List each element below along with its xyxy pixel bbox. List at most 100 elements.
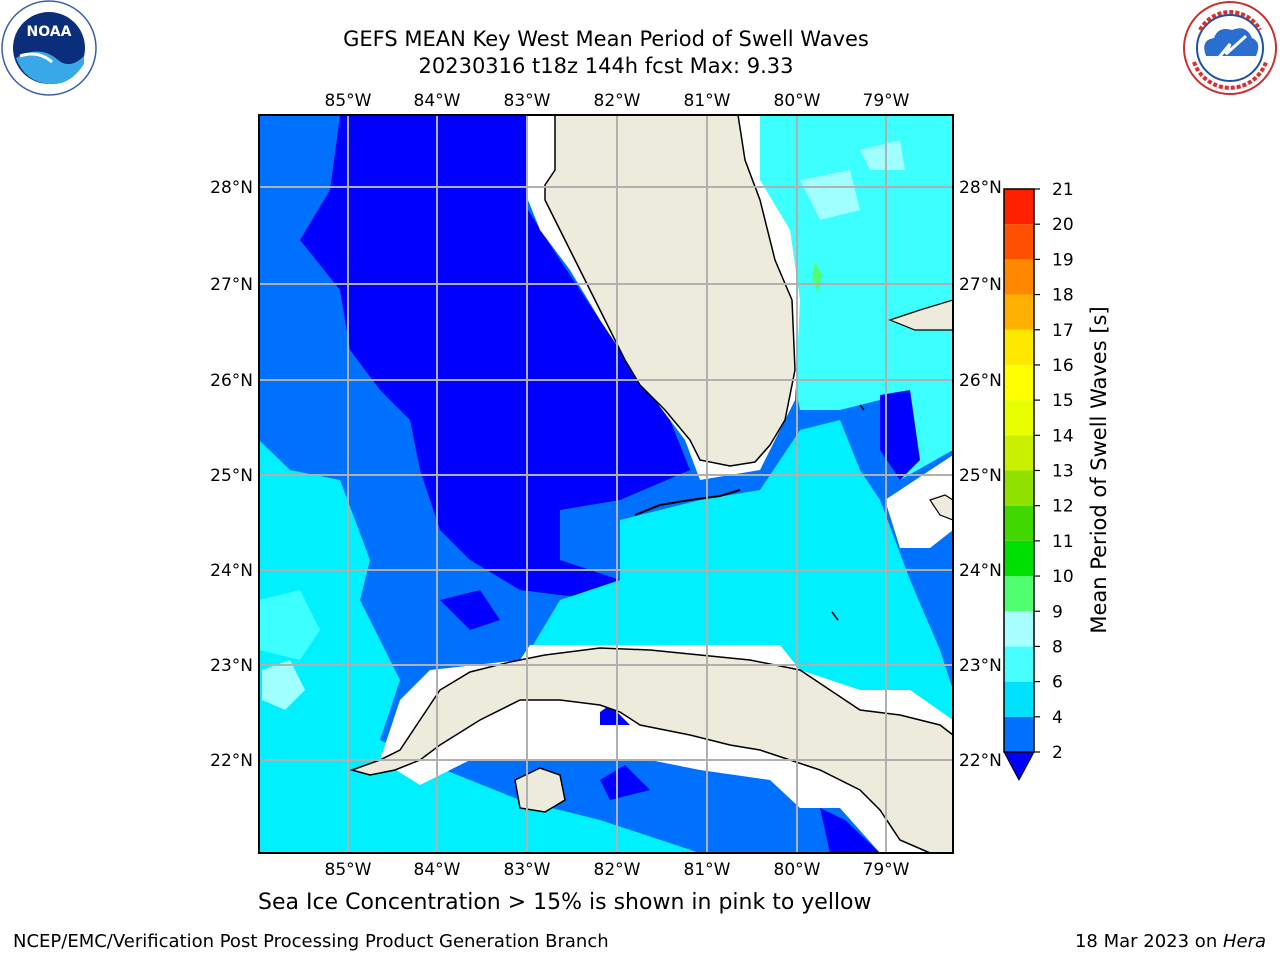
colorbar-swatch	[1004, 329, 1034, 365]
colorbar-swatch	[1004, 646, 1034, 682]
lat-label: 23°N	[959, 656, 1002, 676]
colorbar-under-arrow	[1003, 751, 1035, 782]
colorbar-swatch	[1004, 505, 1034, 541]
lat-label: 26°N	[210, 371, 253, 391]
colorbar-label: Mean Period of Swell Waves [s]	[1087, 306, 1111, 633]
contour-level-2-4-atlantic	[880, 390, 920, 480]
lon-label: 82°W	[594, 860, 641, 880]
colorbar-tick-label: 18	[1052, 286, 1074, 306]
lat-labels-left: 28°N 27°N 26°N 25°N 24°N 23°N 22°N	[210, 178, 253, 771]
colorbar-swatch	[1004, 189, 1034, 225]
contour-level-2-4-gulf	[300, 115, 690, 600]
contour-level-4-6-west	[259, 440, 700, 853]
colorbar-tick-label: 17	[1052, 321, 1074, 341]
no-data-bahamas-margin	[885, 455, 953, 548]
contour-level-8-9-north	[860, 140, 905, 170]
contour-level-4-6-straits	[530, 420, 953, 760]
colorbar-tick-label: 8	[1052, 637, 1063, 657]
colorbar-tick-label: 2	[1052, 743, 1063, 763]
colorbar-swatch	[1004, 576, 1034, 612]
lat-label: 23°N	[210, 656, 253, 676]
colorbar-tick-label: 10	[1052, 567, 1074, 587]
chart-title: GEFS MEAN Key West Mean Period of Swell …	[256, 26, 956, 80]
nws-logo	[1183, 1, 1277, 95]
colorbar: 2 4 6 8 9 10 11 12 13 14 15 16 17 18 19 20 21 Mean Perio…	[1003, 180, 1111, 782]
lon-label: 85°W	[325, 91, 372, 111]
colorbar-swatch	[1004, 259, 1034, 295]
colorbar-tick-label: 16	[1052, 356, 1074, 376]
lat-label: 24°N	[959, 561, 1002, 581]
colorbar-swatch	[1004, 611, 1034, 647]
contour-level-2-4-south-cuba	[600, 765, 650, 800]
graticule	[259, 115, 953, 853]
colorbar-tick-label: 12	[1052, 497, 1074, 517]
sea-ice-note: Sea Ice Concentration > 15% is shown in …	[258, 890, 872, 915]
florida-land	[544, 115, 796, 467]
lon-label: 85°W	[325, 860, 372, 880]
lat-label: 25°N	[959, 466, 1002, 486]
colorbar-tick-label: 20	[1052, 215, 1074, 235]
lon-labels-top: 85°W 84°W 83°W 82°W 81°W 80°W 79°W	[325, 91, 910, 111]
colorbar-tick-label: 15	[1052, 391, 1074, 411]
colorbar-tick-label: 14	[1052, 426, 1074, 446]
colorbar-swatch	[1004, 716, 1034, 752]
lat-label: 27°N	[210, 275, 253, 295]
contour-level-2-4-cuba-bay	[600, 705, 630, 725]
footer-date: 18 Mar 2023 on Hera	[1075, 931, 1266, 952]
lat-label: 28°N	[959, 178, 1002, 198]
lon-label: 83°W	[504, 91, 551, 111]
swell-period-field	[259, 115, 953, 853]
lat-label: 28°N	[210, 178, 253, 198]
lon-labels-bottom: 85°W 84°W 83°W 82°W 81°W 80°W 79°W	[325, 860, 910, 880]
lon-label: 81°W	[684, 860, 731, 880]
noaa-logo: NOAA	[1, 0, 97, 96]
title-line-1: GEFS MEAN Key West Mean Period of Swell …	[343, 27, 869, 51]
lon-label: 80°W	[774, 91, 821, 111]
small-islands	[831, 404, 865, 621]
grand-bahama-land	[888, 299, 953, 331]
lon-label: 79°W	[863, 91, 910, 111]
contour-level-2-4-patch	[440, 590, 500, 630]
lon-label: 84°W	[414, 860, 461, 880]
noaa-logo-text: NOAA	[27, 24, 72, 40]
colorbar-tick-label: 21	[1052, 180, 1074, 200]
contour-level-8-9-west	[262, 660, 305, 710]
contour-level-2-4-southeast	[820, 808, 880, 853]
lat-label: 27°N	[959, 275, 1002, 295]
lon-label: 80°W	[774, 860, 821, 880]
colorbar-swatch	[1004, 681, 1034, 717]
colorbar-tick-label: 19	[1052, 250, 1074, 270]
lat-label: 26°N	[959, 371, 1002, 391]
lat-labels-right: 28°N 27°N 26°N 25°N 24°N 23°N 22°N	[959, 178, 1002, 771]
colorbar-swatches	[1004, 189, 1034, 752]
florida-keys	[634, 489, 741, 516]
colorbar-swatch	[1004, 224, 1034, 260]
title-line-2: 20230316 t18z 144h fcst Max: 9.33	[418, 54, 794, 78]
contour-level-8-9-atlantic	[800, 170, 860, 220]
lon-label: 82°W	[594, 91, 641, 111]
lon-label: 81°W	[684, 91, 731, 111]
cuba-land	[349, 647, 953, 853]
lat-label: 22°N	[210, 751, 253, 771]
lon-label: 79°W	[863, 860, 910, 880]
lon-label: 83°W	[504, 860, 551, 880]
lat-label: 25°N	[210, 466, 253, 486]
map-frame	[258, 114, 954, 854]
footer-date-text: 18 Mar 2023 on	[1074, 931, 1223, 952]
footer-credit: NCEP/EMC/Verification Post Processing Pr…	[13, 931, 609, 952]
bahamas-land	[929, 494, 953, 521]
lon-label: 84°W	[414, 91, 461, 111]
colorbar-swatch	[1004, 364, 1034, 401]
colorbar-swatch	[1004, 540, 1034, 577]
colorbar-tick-label: 9	[1052, 602, 1063, 622]
colorbar-swatch	[1004, 400, 1034, 436]
lat-label: 22°N	[959, 751, 1002, 771]
colorbar-swatch	[1004, 470, 1034, 506]
colorbar-tick-label: 6	[1052, 673, 1063, 693]
footer-host: Hera	[1222, 931, 1266, 952]
contour-level-6-8-west	[259, 590, 320, 660]
contour-level-6-8-atlantic	[750, 115, 953, 480]
colorbar-tick-label: 13	[1052, 462, 1074, 482]
colorbar-ticks: 2 4 6 8 9 10 11 12 13 14 15 16 17 18 19 20 21	[1034, 180, 1074, 763]
